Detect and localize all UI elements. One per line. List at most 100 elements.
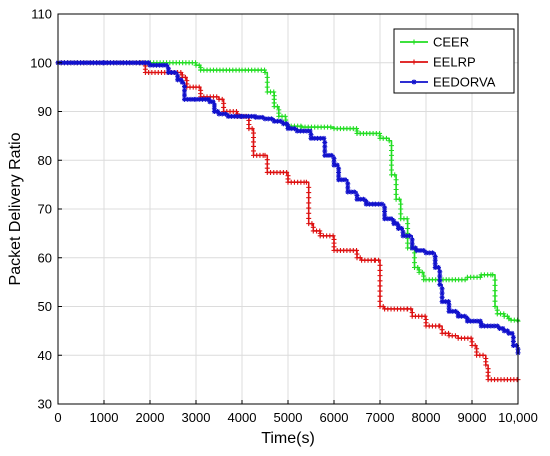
eelrp-marker bbox=[422, 313, 428, 319]
eedorva-marker bbox=[178, 77, 184, 83]
eelrp-marker bbox=[306, 205, 312, 211]
eedorva-marker bbox=[331, 159, 337, 165]
eedorva-marker bbox=[366, 201, 372, 207]
eedorva-marker bbox=[509, 330, 515, 336]
y-tick-label: 80 bbox=[38, 153, 52, 168]
y-axis-title: Packet Delivery Ratio bbox=[7, 132, 24, 285]
eedorva-marker bbox=[339, 177, 345, 183]
ceer-marker bbox=[389, 167, 394, 173]
eedorva-marker bbox=[439, 299, 445, 305]
eedorva-marker bbox=[409, 245, 415, 251]
eedorva-marker bbox=[439, 286, 445, 292]
ceer-marker bbox=[389, 148, 394, 153]
eedorva-marker bbox=[403, 233, 409, 239]
eedorva-marker bbox=[442, 299, 448, 305]
eedorva-marker bbox=[120, 60, 126, 66]
eedorva-marker bbox=[245, 113, 251, 119]
eedorva-marker bbox=[449, 308, 455, 314]
eedorva-marker bbox=[446, 305, 452, 311]
eedorva-marker bbox=[127, 60, 133, 66]
eedorva-marker bbox=[182, 84, 187, 90]
eedorva-marker bbox=[165, 66, 171, 72]
eedorva-marker bbox=[360, 196, 366, 202]
ceer-marker bbox=[405, 226, 411, 231]
eelrp-marker bbox=[233, 109, 239, 114]
eedorva-marker bbox=[140, 60, 146, 66]
eedorva-marker bbox=[325, 152, 331, 158]
ceer-marker bbox=[392, 172, 398, 178]
eelrp-marker bbox=[377, 267, 383, 273]
ceer-marker bbox=[264, 79, 270, 85]
eedorva-marker bbox=[71, 60, 77, 66]
eedorva-marker bbox=[94, 60, 100, 66]
eedorva-marker bbox=[185, 96, 191, 102]
eedorva-marker bbox=[391, 221, 397, 227]
y-tick-label: 90 bbox=[38, 104, 52, 119]
eelrp-marker bbox=[303, 179, 309, 185]
legend-item-eelrp: EELRP bbox=[400, 55, 476, 70]
ceer-marker bbox=[274, 104, 280, 110]
eedorva-marker bbox=[435, 265, 441, 270]
eedorva-marker bbox=[322, 148, 328, 154]
eedorva-marker bbox=[478, 323, 484, 329]
eedorva-marker bbox=[464, 318, 470, 324]
ceer-marker bbox=[386, 138, 392, 144]
ceer-marker bbox=[405, 221, 411, 227]
eedorva-marker bbox=[107, 60, 113, 66]
eedorva-marker bbox=[491, 323, 497, 329]
eedorva-marker bbox=[314, 135, 320, 141]
eedorva-marker bbox=[446, 302, 452, 308]
legend-marker-eelrp bbox=[411, 59, 417, 65]
eedorva-marker bbox=[409, 241, 415, 247]
eedorva-marker bbox=[379, 201, 385, 207]
eedorva-marker bbox=[382, 216, 388, 222]
eedorva-marker bbox=[437, 277, 443, 283]
eedorva-marker bbox=[322, 144, 328, 150]
eedorva-marker bbox=[331, 156, 337, 162]
eedorva-marker bbox=[400, 229, 406, 235]
ceer-marker bbox=[328, 124, 334, 130]
eedorva-marker bbox=[280, 121, 286, 127]
eedorva-marker bbox=[256, 114, 262, 120]
eedorva-marker bbox=[400, 233, 406, 239]
ceer-marker bbox=[492, 288, 498, 294]
ceer-marker bbox=[404, 216, 410, 222]
eedorva-marker bbox=[334, 162, 340, 168]
eelrp-marker bbox=[219, 96, 225, 102]
ceer-marker bbox=[492, 277, 498, 283]
eedorva-marker bbox=[211, 109, 217, 114]
eelrp-marker bbox=[377, 262, 383, 268]
eedorva-marker bbox=[211, 102, 217, 108]
eedorva-marker bbox=[345, 189, 351, 195]
eedorva-marker bbox=[372, 201, 378, 207]
eedorva-marker bbox=[394, 221, 400, 227]
eedorva-marker bbox=[87, 60, 93, 66]
eelrp-marker bbox=[214, 94, 220, 100]
eedorva-marker bbox=[437, 282, 443, 288]
eedorva-marker bbox=[414, 247, 420, 253]
eedorva-marker bbox=[130, 60, 136, 66]
eedorva-marker bbox=[348, 189, 354, 195]
legend-item-ceer: CEER bbox=[400, 35, 469, 50]
y-tick-label: 40 bbox=[38, 348, 52, 363]
eedorva-marker bbox=[188, 96, 194, 102]
eedorva-marker bbox=[265, 116, 271, 122]
eedorva-marker bbox=[488, 323, 494, 329]
eedorva-marker bbox=[432, 254, 438, 260]
eedorva-marker bbox=[239, 113, 245, 119]
eedorva-marker bbox=[336, 173, 342, 179]
eedorva-marker bbox=[510, 338, 516, 344]
eelrp-marker bbox=[330, 233, 336, 239]
eedorva-marker bbox=[437, 273, 443, 279]
eedorva-marker bbox=[136, 60, 142, 66]
eelrp-marker bbox=[306, 184, 312, 190]
eedorva-marker bbox=[399, 226, 405, 231]
eedorva-marker bbox=[429, 250, 435, 256]
eedorva-marker bbox=[497, 325, 503, 331]
ceer-marker bbox=[412, 250, 417, 256]
x-tick-label: 1000 bbox=[90, 410, 119, 425]
ceer-marker bbox=[398, 211, 404, 217]
eedorva-marker bbox=[474, 318, 480, 324]
eedorva-marker bbox=[78, 60, 84, 66]
eedorva-marker bbox=[97, 60, 103, 66]
